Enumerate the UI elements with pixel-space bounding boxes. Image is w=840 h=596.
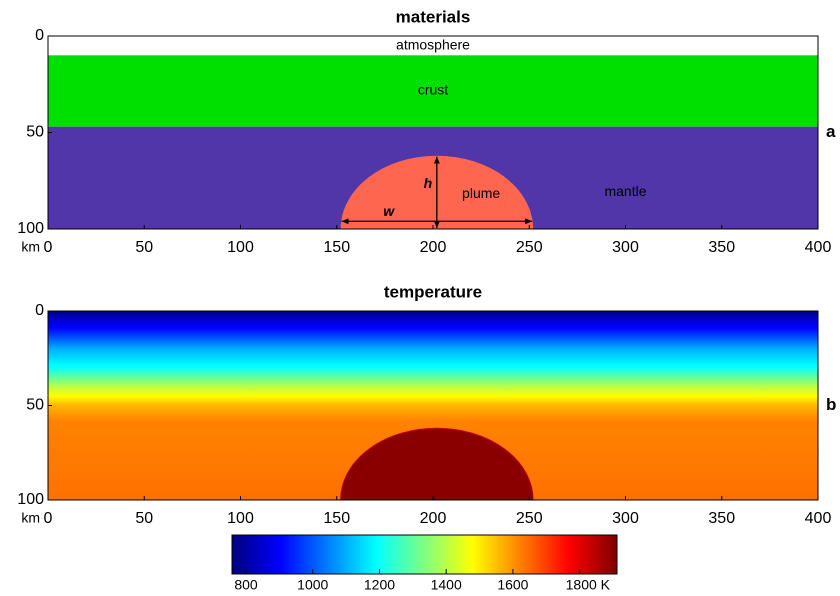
panel-label: b (826, 395, 836, 414)
colorbar-tick-label: 1000 (297, 577, 328, 593)
x-tick-label: 100 (227, 510, 254, 527)
x-tick-label: 50 (135, 510, 153, 527)
x-tick-label: 100 (227, 239, 254, 256)
layer-label: mantle (604, 183, 646, 199)
x-tick-label: 300 (612, 239, 639, 256)
x-unit: km (21, 239, 40, 255)
y-tick-label: 0 (35, 302, 44, 319)
chart-title: temperature (384, 282, 482, 301)
colorbar-tick-label: 1200 (364, 577, 395, 593)
colorbar-tick-label: 800 (234, 577, 258, 593)
x-tick-label: 150 (323, 239, 350, 256)
figure: atmosphere crust mantle h w plume materials a 0 5… (0, 0, 840, 596)
x-tick-label: 300 (612, 510, 639, 527)
colorbar (232, 535, 617, 574)
width-label: w (383, 203, 395, 219)
x-tick-label: 350 (708, 510, 735, 527)
y-tick-label: 0 (35, 27, 44, 44)
x-tick-label: 200 (420, 239, 447, 256)
y-tick-label: 50 (26, 124, 44, 141)
x-tick-label: 0 (44, 239, 53, 256)
colorbar-tick-label: 1800 K (566, 577, 611, 593)
x-tick-label: 150 (323, 510, 350, 527)
panel-label: a (826, 122, 836, 141)
x-tick-label: 250 (516, 510, 543, 527)
x-tick-label: 50 (135, 239, 153, 256)
x-tick-label: 350 (708, 239, 735, 256)
x-tick-label: 400 (805, 239, 832, 256)
layer-label: crust (418, 82, 448, 98)
x-tick-label: 200 (420, 510, 447, 527)
x-tick-label: 0 (44, 510, 53, 527)
chart-title: materials (396, 7, 471, 26)
x-unit: km (21, 510, 40, 526)
y-tick-label: 50 (26, 397, 44, 414)
layer-label: atmosphere (396, 36, 470, 52)
y-tick-label: 100 (17, 220, 44, 237)
x-tick-label: 400 (805, 510, 832, 527)
plume-label: plume (462, 185, 500, 201)
x-tick-label: 250 (516, 239, 543, 256)
colorbar-tick-label: 1600 (497, 577, 528, 593)
y-tick-label: 100 (17, 491, 44, 508)
height-label: h (424, 175, 433, 191)
colorbar-tick-label: 1400 (431, 577, 462, 593)
